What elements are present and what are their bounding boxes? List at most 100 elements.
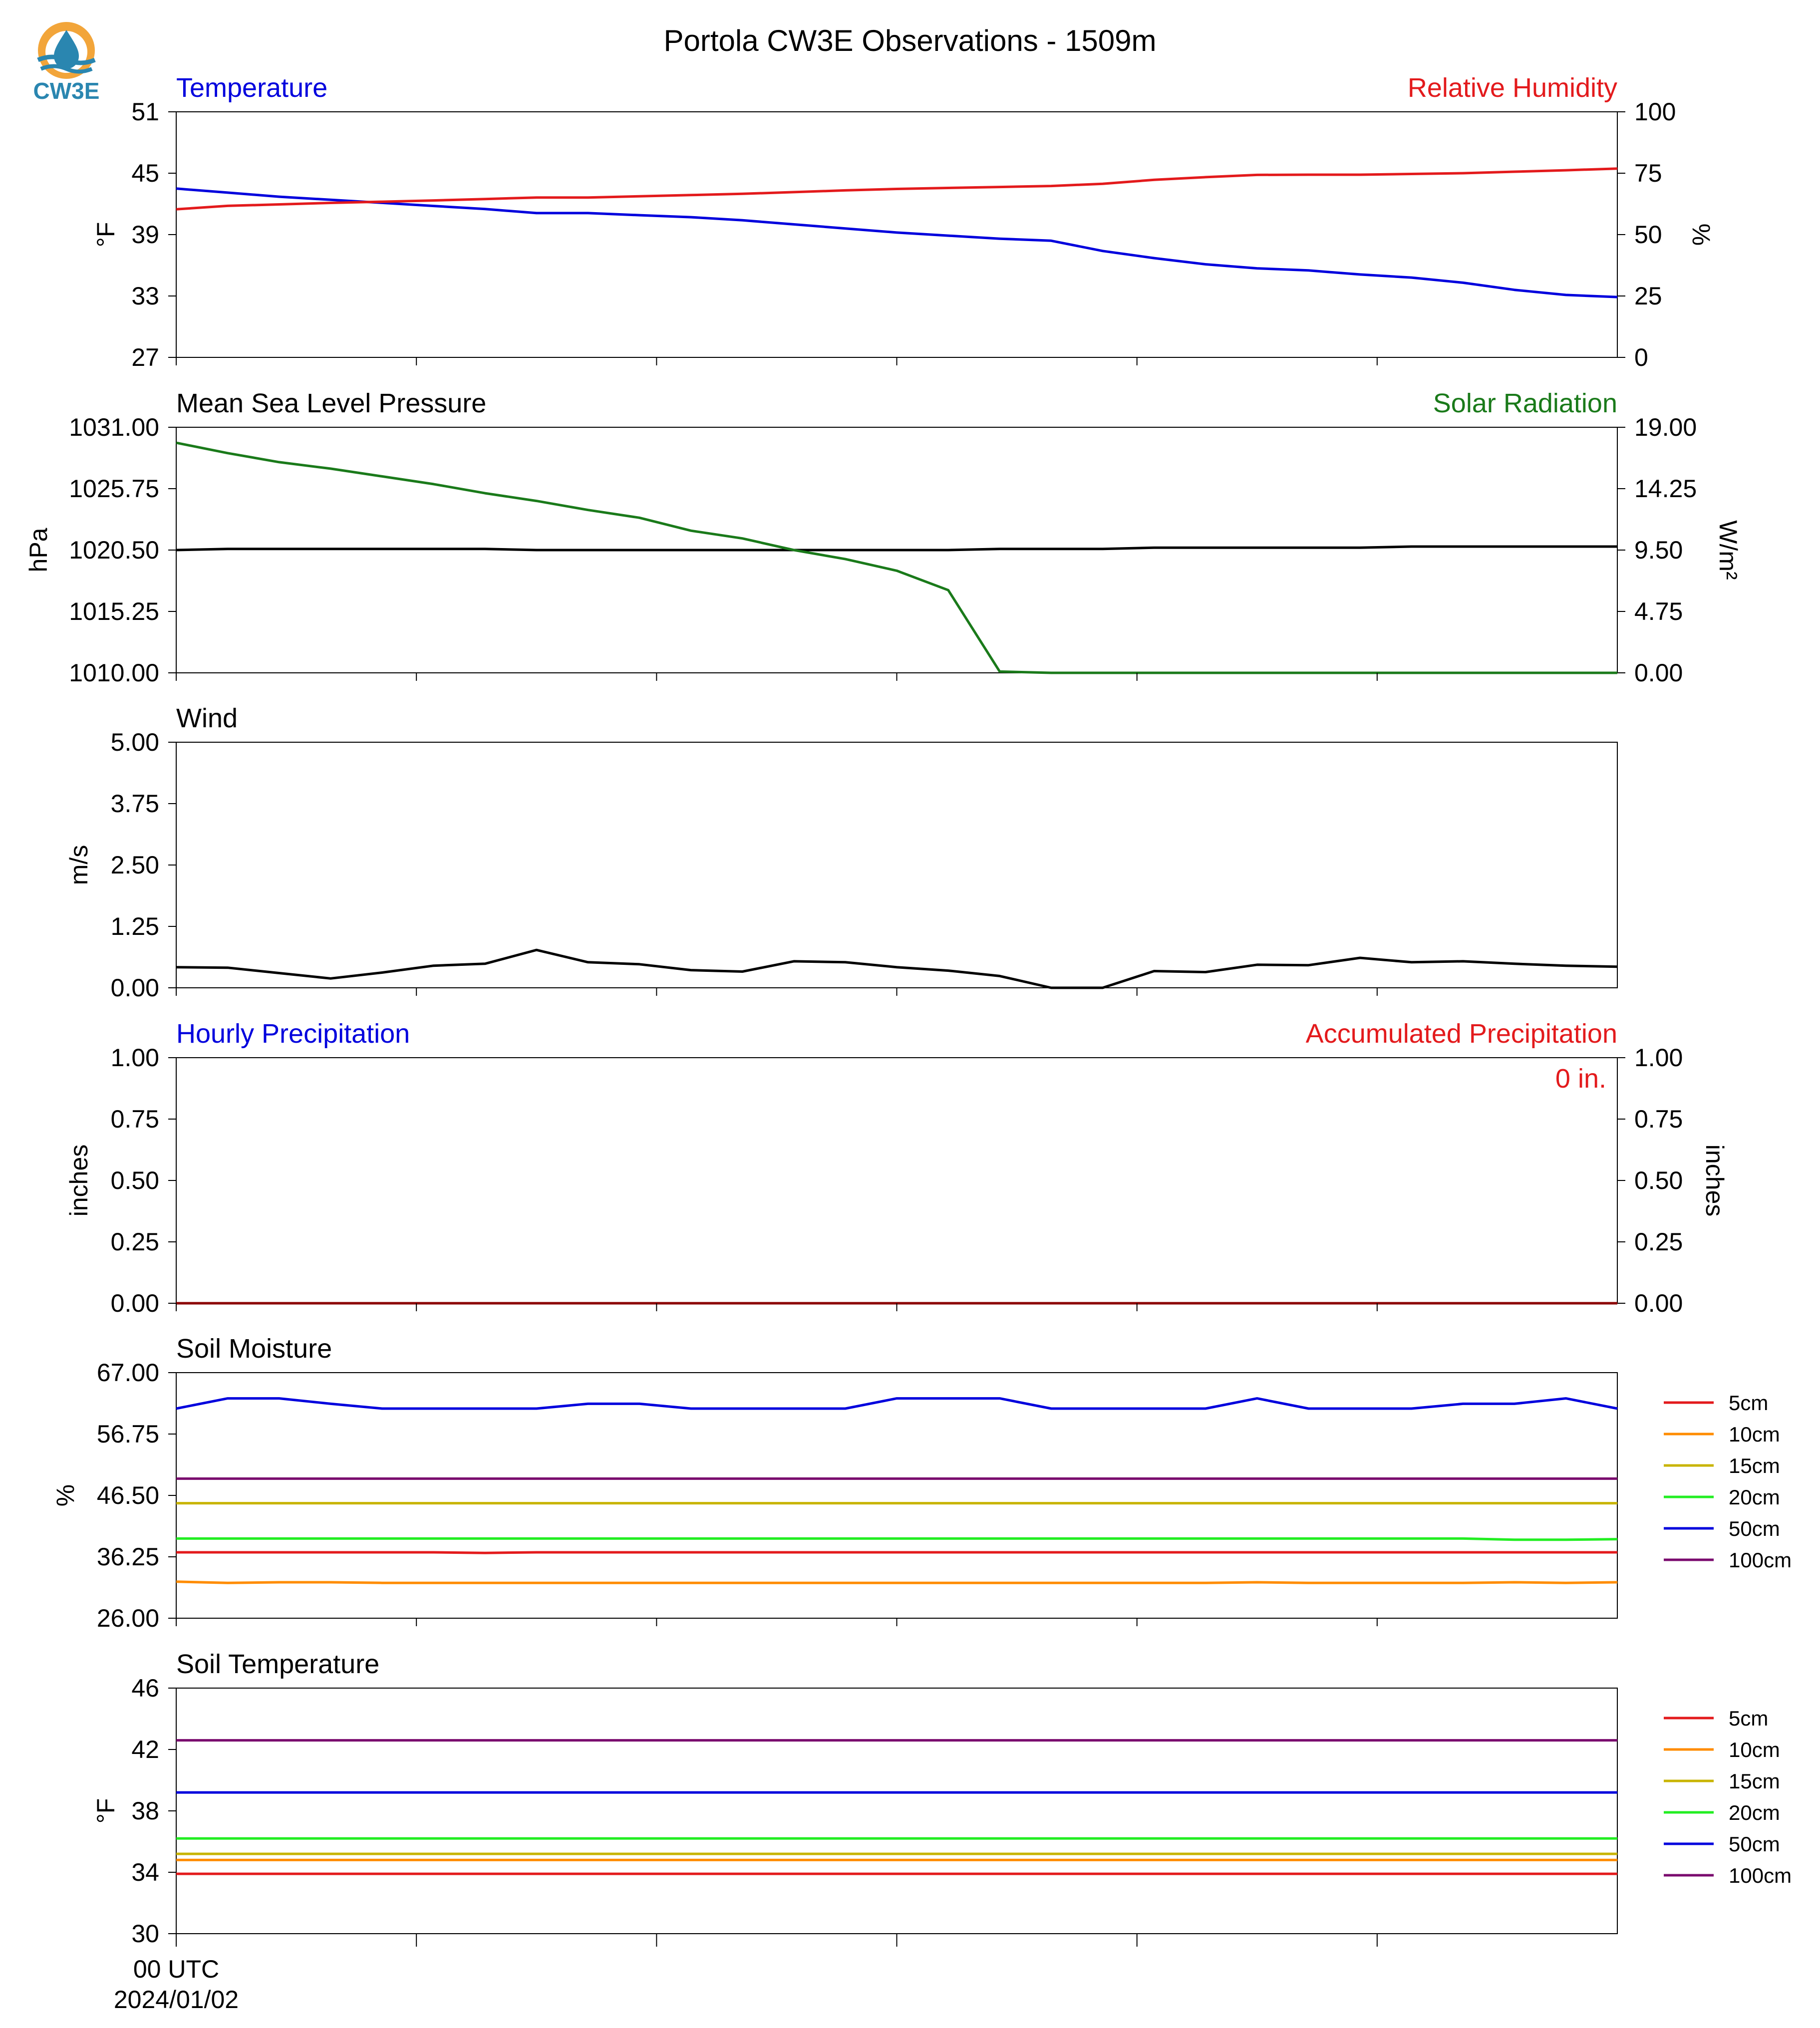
legend-label-15cm: 15cm [1729,1454,1780,1477]
panel-5: 26.00 36.25 46.50 56.75 67.00 Soil Moisture% 5… [51,1334,1792,1632]
legend: 5cm 10cm 15cm 20cm 50cm 100cm [1664,1707,1792,1887]
series-line-2-1 [176,545,1617,552]
y-tick-label: 3.75 [111,790,159,818]
panel-3: 0.00 1.25 2.50 3.75 5.00 Wind m/s [65,703,1618,1002]
panel-6: 30 34 38 42 46 Soil Temperature °F 5cm 10cm 15cm 2… [92,1649,1792,1948]
y2-tick-label: 0 [1634,343,1648,371]
y-tick-label: 45 [131,159,159,187]
legend-label-15cm: 15cm [1729,1769,1780,1793]
y2-tick-label: 14.25 [1634,475,1697,503]
y-axis-label: % [51,1484,79,1506]
panel-1: 27 33 39 45 51 0 25 50 75 100 Temperature Relative … [92,73,1715,371]
legend-label-5cm: 5cm [1729,1391,1768,1415]
y-tick-label: 33 [131,282,159,310]
y-tick-label: 26.00 [97,1604,159,1632]
y-tick-label: 46.50 [97,1481,159,1509]
y-axis-label: °F [92,1798,120,1824]
y-tick-label: 1015.25 [69,597,159,625]
y-axis-label: inches [65,1145,93,1217]
x-axis: 00 UTC 2024/01/02 [114,1955,239,2014]
y-tick-label: 1031.00 [69,413,159,441]
y-axis-label: °F [92,222,120,248]
series-line-10cm [176,1580,1618,1584]
y2-tick-label: 9.50 [1634,536,1683,564]
panel-title-left: Wind [176,703,238,733]
y2-tick-label: 0.00 [1634,659,1683,687]
panel-title-left: Mean Sea Level Pressure [176,388,486,418]
y2-tick-label: 0.25 [1634,1228,1683,1256]
panel-title-left: Soil Moisture [176,1334,332,1364]
series-line-50cm [176,1397,1618,1410]
y2-tick-label: 75 [1634,159,1662,187]
y-tick-label: 46 [131,1674,159,1702]
panel-title-right: Accumulated Precipitation [1306,1019,1617,1049]
panel-title-right: Relative Humidity [1408,73,1617,103]
y-tick-label: 38 [131,1797,159,1825]
y-axis-label: hPa [24,528,52,572]
panel-2: 1010.00 1015.25 1020.50 1025.75 1031.00 0.00 4… [24,388,1742,687]
y2-tick-label: 19.00 [1634,413,1697,441]
series-line-3-1 [176,948,1618,989]
y-tick-label: 0.00 [111,1289,159,1317]
y-tick-label: 0.75 [111,1105,159,1133]
series-line-1-2 [176,167,1618,211]
y-tick-label: 5.00 [111,728,159,756]
panels: 27 33 39 45 51 0 25 50 75 100 Temperature Relative … [24,73,1792,1948]
series-line-5cm [176,1551,1617,1554]
y-tick-label: 1010.00 [69,659,159,687]
y-axis-label: m/s [65,845,93,885]
y-tick-label: 36.25 [97,1543,159,1571]
y-tick-label: 56.75 [97,1420,159,1448]
y2-tick-label: 4.75 [1634,597,1683,625]
y2-axis-label: % [1687,224,1715,246]
y-tick-label: 1020.50 [69,536,159,564]
y2-tick-label: 0.00 [1634,1289,1683,1317]
y2-tick-label: 50 [1634,221,1662,249]
logo-wave-icon [37,54,96,65]
legend-label-10cm: 10cm [1729,1423,1780,1446]
y2-axis-label: W/m² [1714,520,1742,579]
y-tick-label: 34 [131,1858,159,1886]
panel-title-left: Temperature [176,73,327,103]
y-tick-label: 42 [131,1736,159,1763]
logo-text: CW3E [33,78,100,104]
y-tick-label: 1025.75 [69,475,159,503]
legend-label-20cm: 20cm [1729,1801,1780,1824]
y2-tick-label: 1.00 [1634,1044,1683,1072]
legend-label-100cm: 100cm [1729,1864,1792,1887]
precip-total-annotation: 0 in. [1555,1064,1606,1094]
y-tick-label: 0.00 [111,974,159,1002]
y-tick-label: 2.50 [111,851,159,879]
y-tick-label: 0.25 [111,1228,159,1256]
legend-label-50cm: 50cm [1729,1517,1780,1540]
panel-4: 0.00 0.25 0.50 0.75 1.00 0.00 0.25 0.50 0.75 1.00… [65,1019,1729,1317]
panel-title-left: Hourly Precipitation [176,1019,410,1049]
y-tick-label: 67.00 [97,1359,159,1387]
y-tick-label: 1.00 [111,1044,159,1072]
legend-label-50cm: 50cm [1729,1832,1780,1856]
legend-label-10cm: 10cm [1729,1738,1780,1761]
series-line-20cm [176,1537,1618,1541]
y-tick-label: 1.25 [111,912,159,940]
y2-tick-label: 0.75 [1634,1105,1683,1133]
y-tick-label: 30 [131,1920,159,1948]
y2-tick-label: 100 [1634,98,1676,126]
legend-label-100cm: 100cm [1729,1548,1792,1572]
cw3e-logo: CW3E [33,22,100,104]
panel-title-left: Soil Temperature [176,1649,379,1679]
series-line-1-1 [176,187,1618,298]
panel-title-right: Solar Radiation [1433,388,1617,418]
y2-axis-label: inches [1701,1145,1729,1217]
figure-title: Portola CW3E Observations - 1509m [663,24,1156,57]
y-tick-label: 39 [131,221,159,249]
legend-label-20cm: 20cm [1729,1485,1780,1509]
y-tick-label: 27 [131,343,159,371]
x-tick-label-date: 2024/01/02 [114,1986,239,2014]
legend: 5cm 10cm 15cm 20cm 50cm 100cm [1664,1391,1792,1572]
legend-label-5cm: 5cm [1729,1707,1768,1730]
y2-tick-label: 0.50 [1634,1166,1683,1194]
x-tick-label-time: 00 UTC [133,1955,219,1983]
y-tick-label: 0.50 [111,1166,159,1194]
